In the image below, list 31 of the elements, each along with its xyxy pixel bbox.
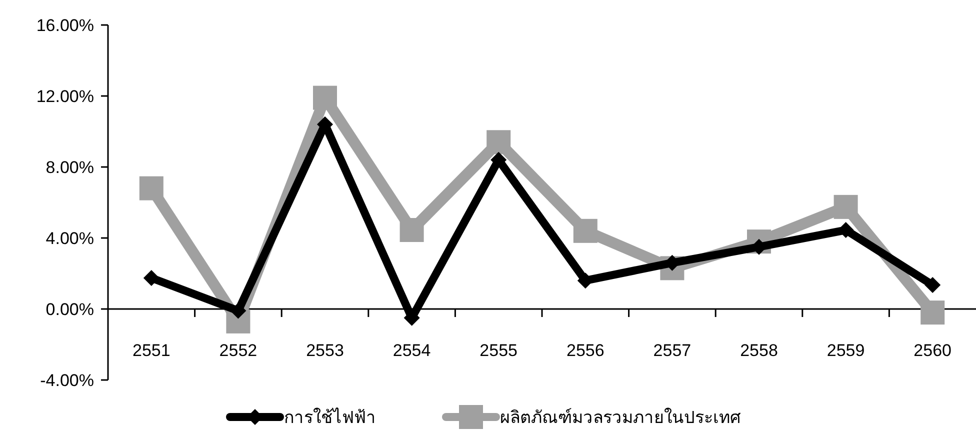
legend-label: การใช้ไฟฟ้า [284, 407, 376, 427]
y-tick-label: 8.00% [46, 158, 94, 177]
legend: การใช้ไฟฟ้า [226, 408, 376, 427]
point [230, 302, 246, 319]
legend: ผลิตภัณฑ์มวลรวมภายในประเทศ [442, 405, 741, 429]
point [139, 176, 164, 200]
point [920, 300, 945, 325]
y-tick-label: 12.00% [36, 87, 94, 106]
point [400, 218, 424, 242]
point [143, 270, 160, 286]
x-tick-label: 2552 [219, 341, 258, 360]
point [924, 277, 941, 294]
y-tick-label: 0.00% [46, 300, 94, 319]
point [834, 194, 858, 219]
x-tick-label: 2555 [480, 341, 518, 360]
point [573, 218, 598, 243]
y-tick-label: -4.00% [40, 371, 94, 390]
x-tick-label: 2557 [653, 341, 692, 360]
y-tick-label: 16.00% [36, 16, 94, 35]
legend-label: ผลิตภัณฑ์มวลรวมภายในประเทศ [500, 407, 741, 427]
x-tick-label: 2556 [566, 341, 604, 360]
x-tick-label: 2554 [392, 341, 431, 360]
point [486, 130, 511, 154]
x-tick-label: 2559 [826, 341, 865, 360]
x-tick-label: 2553 [306, 341, 344, 360]
point [313, 86, 337, 110]
y-tick-label: 4.00% [46, 229, 94, 248]
point [490, 152, 507, 168]
x-tick-label: 2551 [132, 341, 170, 360]
x-tick-label: 2560 [914, 341, 952, 360]
x-tick-label: 2558 [740, 341, 778, 360]
